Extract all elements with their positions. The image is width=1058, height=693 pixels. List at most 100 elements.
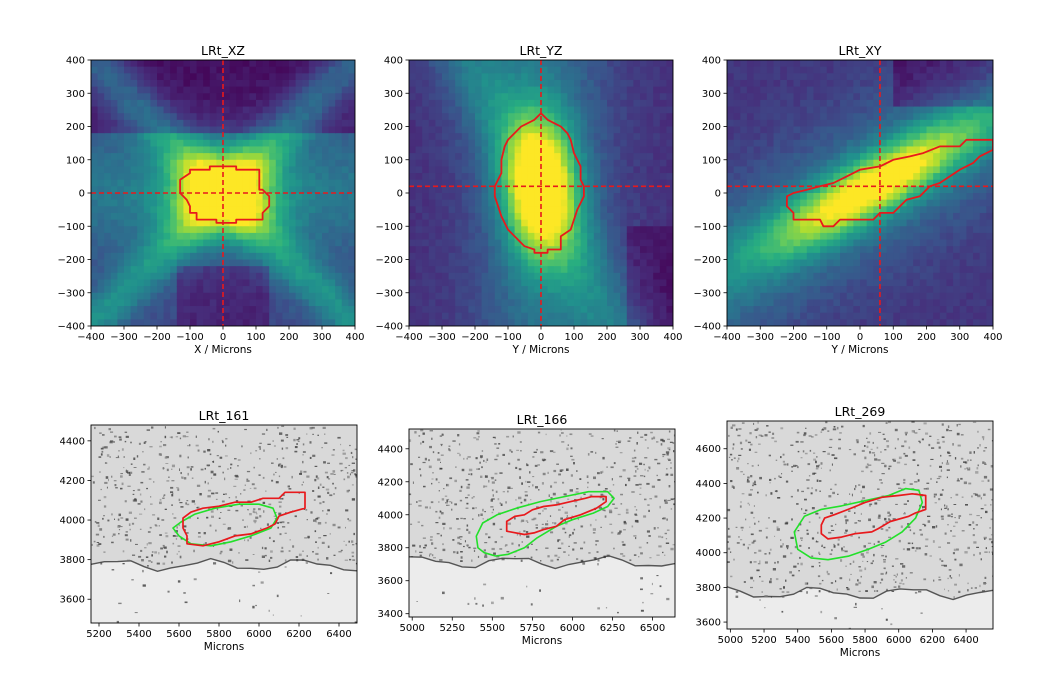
heatmap-cell [659,73,667,81]
heatmap-cell [488,239,496,247]
heatmap-cell [587,199,595,207]
heatmap-cell [508,199,516,207]
heatmap-cell [428,292,436,300]
heatmap-cell [541,146,549,154]
heatmap-cell [143,139,151,148]
heatmap-cell [348,186,355,194]
heatmap-cell [800,66,808,74]
heatmap-cell [979,119,987,128]
heatmap-cell [979,173,987,181]
heatmap-cell [521,259,529,267]
heatmap-cell [760,126,768,134]
heatmap-cell [229,119,237,128]
heatmap-cell [183,272,191,281]
heatmap-cell [600,272,608,281]
heatmap-cell [574,119,582,128]
heatmap-cell [190,199,198,207]
heatmap-cell [104,292,112,300]
heatmap-cell [190,159,198,167]
heatmap-cell [448,139,456,148]
heatmap-cell [110,66,118,74]
heatmap-cell [415,153,423,161]
heatmap-cell [488,179,496,187]
heatmap-cell [190,60,198,68]
heatmap-cell [170,272,178,281]
heatmap-cell [249,199,257,207]
heatmap-cell [919,272,928,281]
heatmap-cell [886,146,894,154]
heatmap-cell [806,292,815,300]
heatmap-cell [760,153,768,161]
heatmap-cell [348,286,355,294]
heatmap-cell [567,239,575,247]
heatmap-cell [341,66,349,74]
heatmap-cell [130,79,138,88]
heatmap-cell [236,239,244,247]
heatmap-cell [501,186,509,194]
heatmap-cell [919,239,928,247]
heatmap-cell [613,219,621,227]
heatmap-cell [269,279,277,287]
heatmap-cell [979,299,987,307]
heatmap-cell [163,153,171,161]
heatmap-cell [461,193,469,201]
heatmap-cell [335,159,343,167]
heatmap-cell [866,60,874,68]
heatmap-cell [733,219,741,227]
heatmap-cell [514,73,522,81]
heatmap-cell [806,246,815,254]
heatmap-cell [633,93,641,101]
heatmap-cell [939,179,948,187]
heatmap-cell [939,66,948,74]
histology-image [91,425,357,623]
heatmap-cell [906,126,914,134]
heatmap-cell [800,252,808,261]
heatmap-cell [130,232,138,241]
heatmap-cell [216,99,224,108]
heatmap-cell [633,179,641,187]
heatmap-cell [580,139,588,148]
heatmap-cell [435,312,443,320]
heatmap-cell [348,99,355,108]
heatmap-cell [442,319,450,326]
heatmap-cell [766,119,775,128]
heatmap-cell [428,159,436,167]
heatmap-cell [269,212,277,221]
heatmap-cell [124,66,132,74]
heatmap-cell [289,93,297,101]
heatmap-cell [150,299,158,307]
heatmap-cell [613,166,621,174]
heatmap-cell [501,113,509,121]
heatmap-cell [753,179,761,187]
heatmap-cell [442,99,450,108]
heatmap-cell [176,206,184,214]
heatmap-cell [541,186,549,194]
heatmap-cell [587,66,595,74]
heatmap-cell [302,66,310,74]
heatmap-cell [269,73,277,81]
heatmap-cell [521,86,529,94]
heatmap-cell [773,93,781,101]
heatmap-cell [124,153,132,161]
heatmap-cell [959,279,967,287]
heatmap-cell [959,146,967,154]
heatmap-cell [733,239,741,247]
heatmap-cell [953,252,961,261]
heatmap-cell [866,86,874,94]
panel-title: LRt_XY [839,43,882,58]
outline-red [505,495,607,536]
heatmap-cell [97,292,105,300]
heatmap-cell [488,153,496,161]
heatmap-cell [926,219,934,227]
heatmap-cell [541,199,549,207]
heatmap-cell [150,286,158,294]
heatmap-cell [866,212,874,221]
heatmap-cell [813,259,821,267]
heatmap-cell [137,173,145,181]
heatmap-cell [766,146,775,154]
heatmap-cell [308,266,316,274]
heatmap-cell [104,193,112,201]
heatmap-cell [223,179,231,187]
heatmap-cell [813,319,821,326]
heatmap-cell [143,272,151,281]
